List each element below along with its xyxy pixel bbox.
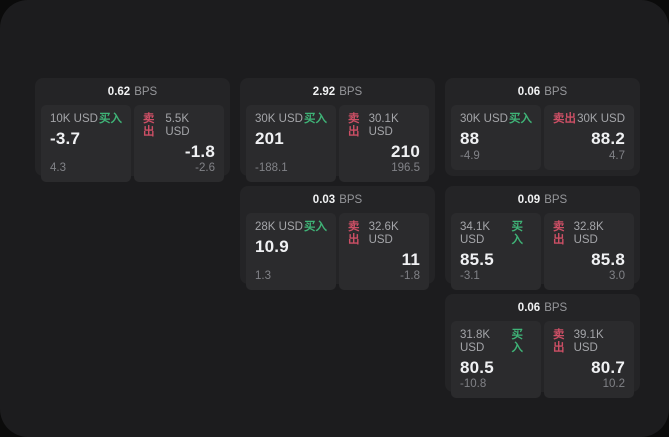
buy-panel[interactable]: 30K USD 买入 88 -4.9 xyxy=(451,105,541,170)
bps-header: 0.06 BPS xyxy=(451,299,634,317)
sell-price: 88.2 xyxy=(591,129,625,148)
bps-unit-label: BPS xyxy=(134,86,158,98)
sell-side-label: 卖出 xyxy=(553,329,565,354)
bps-unit-label: BPS xyxy=(544,86,568,98)
quote-card: 0.06 BPS 30K USD 买入 88 -4.9 卖出 30K USD xyxy=(445,78,640,176)
bps-header: 0.03 BPS xyxy=(246,191,429,209)
buy-side-label: 买入 xyxy=(99,113,122,125)
sell-side-label: 卖出 xyxy=(553,113,576,125)
sell-price: 210 xyxy=(391,142,420,161)
buy-side-label: 买入 xyxy=(304,113,327,125)
bps-header: 2.92 BPS xyxy=(246,83,429,101)
bps-value: 2.92 xyxy=(312,86,336,98)
sell-side-label: 卖出 xyxy=(553,221,565,246)
sell-sub-value: -1.8 xyxy=(400,270,420,282)
sell-side-label: 卖出 xyxy=(348,221,360,246)
buy-amount: 30K USD xyxy=(460,113,508,125)
sell-panel[interactable]: 卖出 30.1K USD 210 196.5 xyxy=(339,105,429,182)
bps-value: 0.09 xyxy=(517,194,541,206)
quote-panels: 28K USD 买入 10.9 1.3 卖出 32.6K USD 11 -1.8 xyxy=(246,213,429,290)
buy-panel[interactable]: 10K USD 买入 -3.7 4.3 xyxy=(41,105,131,182)
buy-sub-value: -3.1 xyxy=(460,270,480,282)
sell-amount: 39.1K USD xyxy=(573,329,604,354)
sell-panel[interactable]: 卖出 32.8K USD 85.8 3.0 xyxy=(544,213,634,290)
buy-panel[interactable]: 30K USD 买入 201 -188.1 xyxy=(246,105,336,182)
buy-price: 10.9 xyxy=(255,237,289,256)
buy-amount: 34.1K USD xyxy=(460,221,491,246)
buy-amount: 31.8K USD xyxy=(460,329,491,354)
quote-card: 2.92 BPS 30K USD 买入 201 -188.1 卖出 30.1K U… xyxy=(240,78,435,182)
sell-panel[interactable]: 卖出 32.6K USD 11 -1.8 xyxy=(339,213,429,290)
sell-amount: 30.1K USD xyxy=(368,113,399,138)
quote-card: 0.06 BPS 31.8K USD 买入 80.5 -10.8 卖出 39.1K… xyxy=(445,294,640,398)
sell-price: 11 xyxy=(401,250,420,269)
quote-panels: 34.1K USD 买入 85.5 -3.1 卖出 32.8K USD 85.8… xyxy=(451,213,634,290)
sell-sub-value: 3.0 xyxy=(609,270,625,282)
bps-unit-label: BPS xyxy=(339,194,363,206)
quote-panels: 31.8K USD 买入 80.5 -10.8 卖出 39.1K USD 80.… xyxy=(451,321,634,398)
buy-sub-value: -10.8 xyxy=(460,378,487,390)
sell-sub-value: 10.2 xyxy=(602,378,625,390)
buy-price: 88 xyxy=(460,129,480,148)
buy-panel[interactable]: 28K USD 买入 10.9 1.3 xyxy=(246,213,336,290)
bps-header: 0.06 BPS xyxy=(451,83,634,101)
buy-price: 201 xyxy=(255,129,284,148)
sell-panel[interactable]: 卖出 30K USD 88.2 4.7 xyxy=(544,105,634,170)
sell-price: -1.8 xyxy=(184,142,215,161)
sell-sub-value: 4.7 xyxy=(609,150,625,162)
sell-price: 85.8 xyxy=(591,250,625,269)
buy-sub-value: -4.9 xyxy=(460,150,480,162)
sell-side-label: 卖出 xyxy=(143,113,155,138)
bps-unit-label: BPS xyxy=(544,302,568,314)
quote-card: 0.09 BPS 34.1K USD 买入 85.5 -3.1 卖出 32.8K … xyxy=(445,186,640,290)
buy-side-label: 买入 xyxy=(509,113,532,125)
buy-amount: 28K USD xyxy=(255,221,303,233)
quote-panels: 10K USD 买入 -3.7 4.3 卖出 5.5K USD -1.8 -2.… xyxy=(41,105,224,182)
buy-panel[interactable]: 31.8K USD 买入 80.5 -10.8 xyxy=(451,321,541,398)
bps-value: 0.03 xyxy=(312,194,336,206)
bps-unit-label: BPS xyxy=(544,194,568,206)
sell-panel[interactable]: 卖出 5.5K USD -1.8 -2.6 xyxy=(134,105,224,182)
buy-amount: 10K USD xyxy=(50,113,98,125)
bps-value: 0.06 xyxy=(517,86,541,98)
quote-card: 0.03 BPS 28K USD 买入 10.9 1.3 卖出 32.6K USD xyxy=(240,186,435,290)
bps-header: 0.09 BPS xyxy=(451,191,634,209)
buy-amount: 30K USD xyxy=(255,113,303,125)
buy-side-label: 买入 xyxy=(511,329,523,354)
sell-amount: 32.8K USD xyxy=(573,221,604,246)
bps-header: 0.62 BPS xyxy=(41,83,224,101)
sell-price: 80.7 xyxy=(591,358,625,377)
quote-panels: 30K USD 买入 201 -188.1 卖出 30.1K USD 210 1… xyxy=(246,105,429,182)
buy-side-label: 买入 xyxy=(511,221,523,246)
buy-price: 80.5 xyxy=(460,358,494,377)
buy-sub-value: 4.3 xyxy=(50,162,66,174)
quote-panels: 30K USD 买入 88 -4.9 卖出 30K USD 88.2 4.7 xyxy=(451,105,634,170)
sell-side-label: 卖出 xyxy=(348,113,360,138)
sell-amount: 30K USD xyxy=(577,113,625,125)
bps-unit-label: BPS xyxy=(339,86,363,98)
quotes-grid: 0.62 BPS 10K USD 买入 -3.7 4.3 卖出 5.5K USD xyxy=(35,78,640,398)
bps-value: 0.62 xyxy=(107,86,131,98)
sell-amount: 32.6K USD xyxy=(368,221,399,246)
sell-sub-value: 196.5 xyxy=(391,162,420,174)
buy-sub-value: 1.3 xyxy=(255,270,271,282)
buy-side-label: 买入 xyxy=(304,221,327,233)
buy-price: 85.5 xyxy=(460,250,494,269)
sell-amount: 5.5K USD xyxy=(165,113,190,138)
sell-panel[interactable]: 卖出 39.1K USD 80.7 10.2 xyxy=(544,321,634,398)
bps-value: 0.06 xyxy=(517,302,541,314)
buy-sub-value: -188.1 xyxy=(255,162,288,174)
buy-panel[interactable]: 34.1K USD 买入 85.5 -3.1 xyxy=(451,213,541,290)
buy-price: -3.7 xyxy=(50,129,81,148)
sell-sub-value: -2.6 xyxy=(195,162,215,174)
quote-card: 0.62 BPS 10K USD 买入 -3.7 4.3 卖出 5.5K USD xyxy=(35,78,230,182)
